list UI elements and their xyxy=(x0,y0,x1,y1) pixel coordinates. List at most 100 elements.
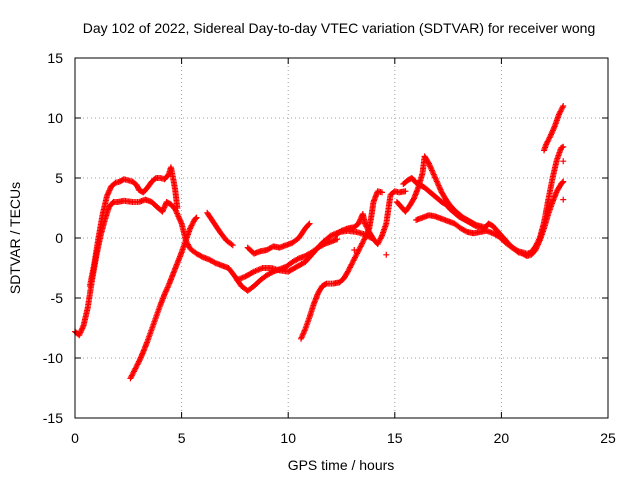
data-point-fill xyxy=(163,287,170,294)
data-point-fill xyxy=(550,126,557,133)
data-point xyxy=(361,235,368,241)
x-tick-label: 0 xyxy=(71,430,79,446)
data-point-fill xyxy=(76,330,83,337)
series-8 xyxy=(393,153,488,231)
data-point-fill xyxy=(435,181,442,188)
series-12 xyxy=(351,158,567,258)
data-point-fill xyxy=(436,185,443,192)
y-tick-label: 15 xyxy=(47,50,63,66)
data-point-fill xyxy=(427,163,434,170)
data-point-fill xyxy=(437,186,444,193)
series-7 xyxy=(332,188,409,247)
data-point-fill xyxy=(549,127,556,134)
data-point xyxy=(159,208,166,215)
data-point-fill xyxy=(428,167,435,174)
data-point xyxy=(355,220,362,227)
data-point-fill xyxy=(299,333,306,340)
data-point-fill xyxy=(427,164,434,171)
data-point-fill xyxy=(548,131,555,138)
data-point xyxy=(161,291,168,298)
y-tick-label: -15 xyxy=(43,410,63,426)
data-point-fill xyxy=(139,350,146,357)
x-tick-label: 25 xyxy=(600,430,616,446)
data-point-fill xyxy=(77,329,84,336)
axis-ticks xyxy=(74,57,609,419)
series-3 xyxy=(204,209,236,249)
data-point-fill xyxy=(433,178,440,185)
data-point-fill xyxy=(362,233,369,240)
y-tick-label: 5 xyxy=(55,170,63,186)
data-point-fill xyxy=(228,241,235,248)
x-tick-labels: 0 5 10 15 20 25 xyxy=(71,430,616,446)
data-point-fill xyxy=(549,128,556,135)
data-point xyxy=(430,170,437,177)
data-point xyxy=(547,133,554,139)
data-point-fill xyxy=(301,327,308,334)
data-point-fill xyxy=(162,288,169,295)
data-point-fill xyxy=(160,205,167,212)
data-point-fill xyxy=(298,334,305,341)
data-point xyxy=(560,143,567,150)
series-11 xyxy=(541,103,567,154)
data-point xyxy=(297,335,304,342)
data-point-fill xyxy=(78,326,85,333)
y-tick-label: 0 xyxy=(55,230,63,246)
data-point xyxy=(383,251,390,258)
x-tick-label: 5 xyxy=(178,430,186,446)
data-point-fill xyxy=(192,215,199,222)
data-point xyxy=(560,103,567,109)
series-9 xyxy=(400,175,567,259)
y-tick-labels: -15 -10 -5 0 5 10 15 xyxy=(43,50,63,426)
data-point-fill xyxy=(249,269,256,276)
y-tick-label: -10 xyxy=(43,350,63,366)
data-point-fill xyxy=(104,191,111,198)
data-point-fill xyxy=(161,204,168,211)
series-5 xyxy=(234,227,375,283)
data-point-fill xyxy=(432,175,439,182)
data-point-fill xyxy=(79,325,86,332)
data-point-fill xyxy=(435,182,442,189)
data-point-fill xyxy=(299,331,306,338)
data-point xyxy=(560,178,567,185)
data-point xyxy=(135,358,142,365)
data-point-fill xyxy=(137,354,144,361)
data-point-fill xyxy=(161,203,168,210)
data-point-fill xyxy=(430,171,437,178)
data-point xyxy=(434,179,441,186)
data-point-fill xyxy=(363,232,370,239)
data-point-fill xyxy=(551,124,558,131)
data-point xyxy=(379,189,386,196)
data-point xyxy=(103,193,110,199)
data-point xyxy=(193,214,200,221)
plot-frame xyxy=(74,57,609,419)
data-point-fill xyxy=(559,179,566,186)
data-point-fill xyxy=(426,161,433,168)
data-point xyxy=(560,158,567,165)
chart-title: Day 102 of 2022, Sidereal Day-to-day VTE… xyxy=(83,20,596,36)
x-tick-label: 10 xyxy=(280,430,296,446)
series-1 xyxy=(86,164,181,289)
y-axis-label: SDTVAR / TECUs xyxy=(7,182,23,294)
series-10 xyxy=(413,143,567,257)
data-point-fill xyxy=(428,166,435,173)
data-point xyxy=(174,205,181,211)
data-point-fill xyxy=(163,285,170,292)
y-tick-label: 10 xyxy=(47,110,63,126)
data-point-fill xyxy=(164,284,171,291)
data-points xyxy=(72,103,567,382)
data-point-fill xyxy=(429,168,436,175)
series-4 xyxy=(244,220,313,257)
x-axis-label: GPS time / hours xyxy=(288,457,395,473)
data-point xyxy=(425,160,432,167)
data-point xyxy=(334,236,341,243)
series-2 xyxy=(127,214,200,382)
data-point-fill xyxy=(548,130,555,137)
data-point xyxy=(229,242,236,249)
data-point-fill xyxy=(106,187,113,194)
y-tick-label: -5 xyxy=(51,290,64,306)
data-point-fill xyxy=(138,353,145,360)
data-point-fill xyxy=(79,323,86,330)
data-point-fill xyxy=(433,177,440,184)
data-point-fill xyxy=(165,283,172,290)
